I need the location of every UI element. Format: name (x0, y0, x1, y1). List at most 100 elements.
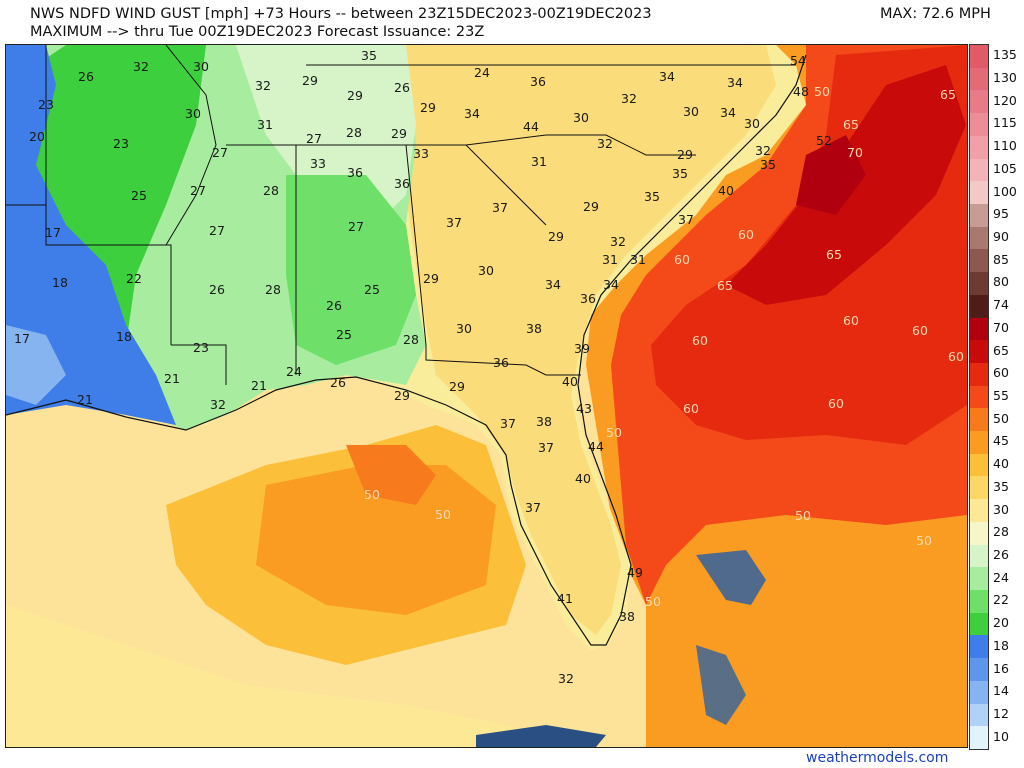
gust-value-label: 34 (464, 106, 480, 121)
gust-value-label: 29 (302, 73, 318, 88)
gust-value-label: 24 (286, 364, 302, 379)
gust-value-label: 31 (630, 252, 646, 267)
legend-swatch (970, 431, 988, 455)
gust-value-label: 60 (674, 252, 690, 267)
gust-value-label: 18 (116, 329, 132, 344)
legend-tick: 40 (993, 456, 1009, 472)
legend-swatch (970, 158, 988, 182)
gust-value-label: 50 (814, 84, 830, 99)
legend-tick: 26 (993, 546, 1009, 562)
gust-value-label: 38 (536, 414, 552, 429)
legend-tick: 10 (993, 728, 1009, 744)
gust-value-label: 60 (948, 349, 964, 364)
title-line-2: MAXIMUM --> thru Tue 00Z19DEC2023 Foreca… (30, 24, 485, 40)
gust-value-label: 35 (672, 166, 688, 181)
legend-swatch (970, 476, 988, 500)
legend-tick: 130 (993, 70, 1017, 86)
gust-value-label: 37 (678, 212, 694, 227)
legend-tick: 20 (993, 615, 1009, 631)
gust-value-label: 50 (606, 425, 622, 440)
legend-swatch (970, 658, 988, 682)
gust-value-label: 50 (916, 533, 932, 548)
gust-value-label: 21 (77, 392, 93, 407)
gulf-bright-core (346, 445, 436, 505)
gust-value-label: 36 (530, 74, 546, 89)
gust-value-label: 27 (212, 145, 228, 160)
credit-text[interactable]: weathermodels.com (806, 750, 949, 766)
gust-value-label: 48 (793, 84, 809, 99)
gust-value-label: 54 (790, 53, 806, 68)
gust-value-label: 33 (413, 146, 429, 161)
gust-value-label: 60 (738, 227, 754, 242)
gust-value-label: 34 (659, 69, 675, 84)
gust-value-label: 29 (548, 229, 564, 244)
gust-value-label: 22 (126, 271, 142, 286)
legend-swatch (970, 408, 988, 432)
gust-value-label: 25 (131, 188, 147, 203)
gust-value-label: 30 (573, 110, 589, 125)
gust-value-label: 37 (492, 200, 508, 215)
legend-tick: 120 (993, 92, 1017, 108)
legend-swatch (970, 203, 988, 227)
gust-value-label: 29 (347, 88, 363, 103)
legend-tick: 85 (993, 251, 1009, 267)
legend-tick: 30 (993, 501, 1009, 517)
gust-value-label: 44 (588, 439, 604, 454)
legend-swatch (970, 226, 988, 250)
legend-swatch (970, 340, 988, 364)
gust-value-label: 36 (580, 291, 596, 306)
gust-value-label: 39 (574, 341, 590, 356)
gust-value-label: 37 (538, 440, 554, 455)
legend-swatch (970, 45, 988, 68)
map-header: NWS NDFD WIND GUST [mph] +73 Hours -- be… (0, 0, 1024, 44)
legend-swatch (970, 249, 988, 273)
gust-value-label: 28 (265, 282, 281, 297)
atlantic-coastline (577, 54, 807, 566)
gust-value-label: 60 (912, 323, 928, 338)
legend-tick: 70 (993, 319, 1009, 335)
gust-value-label: 32 (558, 671, 574, 686)
gust-value-label: 40 (718, 183, 734, 198)
legend-tick: 28 (993, 524, 1009, 540)
gust-value-label: 49 (627, 565, 643, 580)
legend-tick: 105 (993, 160, 1017, 176)
gust-value-label: 24 (474, 65, 490, 80)
legend-tick: 60 (993, 365, 1009, 381)
cuba (696, 645, 746, 725)
legend-swatch (970, 67, 988, 91)
legend-swatch (970, 317, 988, 341)
gust-value-label: 30 (185, 106, 201, 121)
land-light-green (236, 45, 416, 215)
gust-value-label: 34 (727, 75, 743, 90)
legend-tick: 90 (993, 229, 1009, 245)
gust-value-label: 29 (677, 147, 693, 162)
gust-value-label: 32 (755, 143, 771, 158)
gust-value-label: 40 (562, 374, 578, 389)
gust-value-label: 50 (435, 507, 451, 522)
gust-value-label: 35 (644, 189, 660, 204)
gust-value-label: 23 (113, 136, 129, 151)
legend-swatch (970, 499, 988, 523)
legend-swatch (970, 90, 988, 114)
legend-tick: 45 (993, 433, 1009, 449)
max-value-label: MAX: 72.6 MPH (880, 6, 991, 22)
gust-value-label: 34 (545, 277, 561, 292)
legend-swatch (970, 181, 988, 205)
legend-swatch (970, 362, 988, 386)
legend-tick: 55 (993, 388, 1009, 403)
legend-swatch (970, 521, 988, 545)
legend-swatch (970, 385, 988, 409)
legend-swatch (970, 703, 988, 727)
legend-swatch (970, 680, 988, 704)
gust-value-label: 60 (692, 333, 708, 348)
gust-value-label: 29 (423, 271, 439, 286)
keys-island (476, 725, 606, 747)
land-blue-west (6, 45, 176, 425)
gust-value-label: 21 (251, 378, 267, 393)
land-light-blue (6, 325, 66, 405)
gulf-orange-core (256, 465, 496, 615)
legend-tick: 22 (993, 592, 1009, 608)
color-legend (969, 44, 989, 750)
gust-value-label: 32 (255, 78, 271, 93)
gust-value-label: 31 (531, 154, 547, 169)
